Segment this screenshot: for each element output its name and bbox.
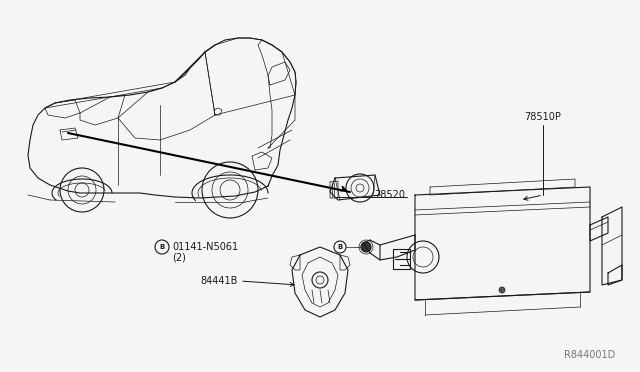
Text: B: B: [159, 244, 164, 250]
Circle shape: [361, 242, 371, 252]
Circle shape: [499, 287, 505, 293]
Text: 78510P: 78510P: [525, 112, 561, 122]
Text: 84441B: 84441B: [200, 276, 238, 286]
Text: B: B: [337, 244, 342, 250]
Text: (2): (2): [172, 253, 186, 263]
Text: 01141-N5061: 01141-N5061: [172, 242, 238, 252]
Text: R844001D: R844001D: [564, 350, 615, 360]
Text: 78520: 78520: [374, 190, 405, 200]
